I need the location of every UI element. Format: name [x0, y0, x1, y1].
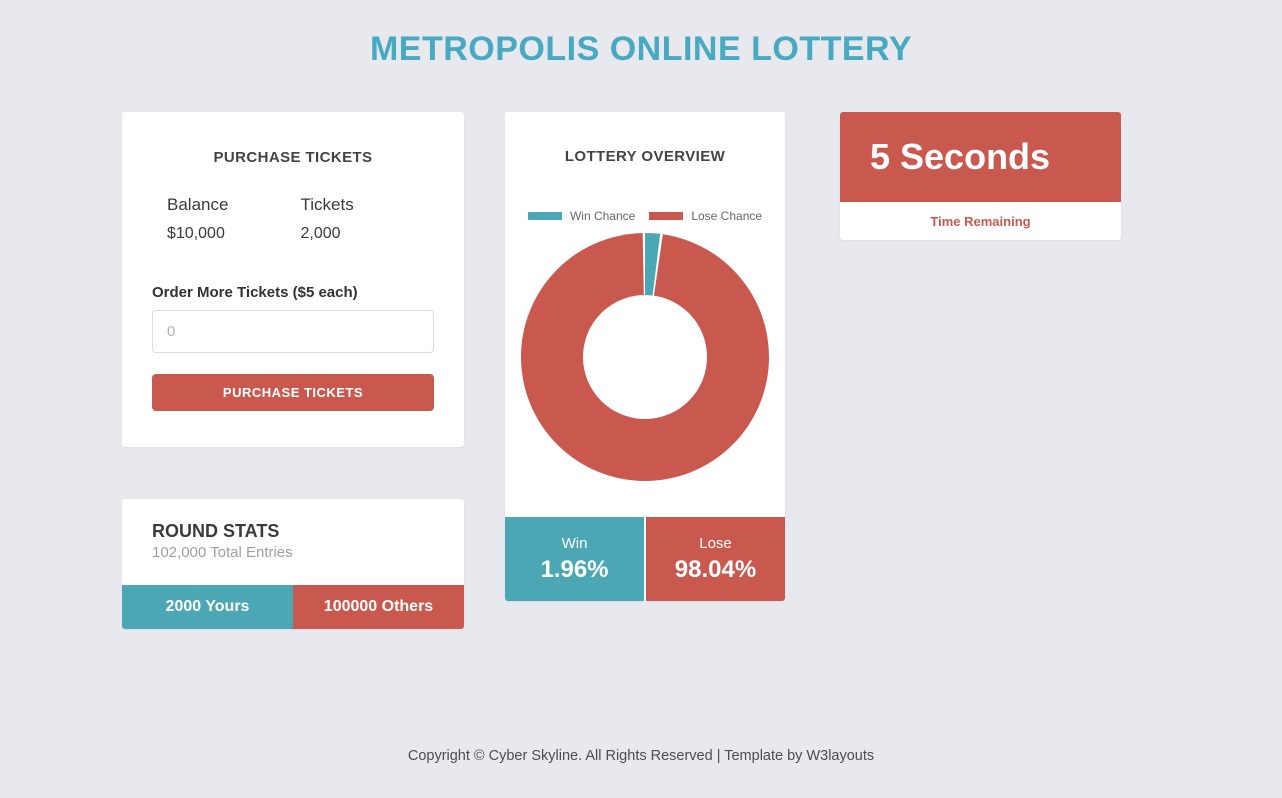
purchase-tickets-card: PURCHASE TICKETS Balance $10,000 Tickets… [122, 112, 464, 447]
tickets-stat: Tickets 2,000 [301, 195, 435, 243]
win-lose-summary: Win 1.96% Lose 98.04% [505, 517, 785, 601]
balance-stat: Balance $10,000 [167, 195, 301, 243]
timer-card: 5 Seconds Time Remaining [840, 112, 1121, 240]
legend-item-lose-chance: Lose Chance [649, 209, 762, 223]
time-remaining-label: Time Remaining [930, 213, 1031, 229]
yours-entries-segment: 2000 Yours [122, 585, 293, 629]
lose-percentage: 98.04% [674, 555, 757, 583]
balance-label: Balance [167, 195, 229, 214]
lose-summary-block: Lose 98.04% [646, 517, 785, 601]
purchase-card-heading: PURCHASE TICKETS [213, 149, 373, 166]
timer-banner: 5 Seconds [840, 112, 1121, 202]
tickets-label: Tickets [300, 195, 354, 214]
overview-card-heading: LOTTERY OVERVIEW [564, 148, 726, 165]
balance-value: $10,000 [167, 225, 225, 242]
timer-value: 5 Seconds [870, 136, 1051, 177]
lottery-overview-card: LOTTERY OVERVIEW Win Chance Lose Chance … [505, 112, 785, 601]
others-entries-segment: 100000 Others [293, 585, 464, 629]
tickets-value: 2,000 [300, 225, 341, 242]
purchase-tickets-button[interactable]: PURCHASE TICKETS [152, 374, 434, 411]
win-label: Win [561, 534, 588, 552]
win-summary-block: Win 1.96% [505, 517, 644, 601]
entries-bar: 2000 Yours 100000 Others [122, 585, 464, 629]
donut-chart [520, 232, 770, 482]
lose-chance-swatch [649, 212, 684, 220]
chart-legend: Win Chance Lose Chance [505, 209, 785, 223]
lose-chance-label: Lose Chance [691, 209, 763, 223]
total-entries-label: 102,000 Total Entries [152, 544, 293, 561]
order-more-tickets-label: Order More Tickets ($5 each) [152, 284, 358, 301]
donut-chart-svg [521, 233, 769, 481]
win-chance-swatch [527, 212, 562, 220]
copyright-footer: Copyright © Cyber Skyline. All Rights Re… [407, 748, 875, 764]
lose-label: Lose [699, 534, 732, 552]
win-percentage: 1.96% [540, 555, 609, 583]
round-stats-card: ROUND STATS 102,000 Total Entries 2000 Y… [122, 499, 464, 629]
round-stats-heading: ROUND STATS [152, 521, 280, 541]
ticket-quantity-input[interactable] [152, 310, 434, 353]
legend-item-win-chance: Win Chance [527, 209, 636, 223]
balance-tickets-row: Balance $10,000 Tickets 2,000 [167, 195, 434, 243]
page-title: METROPOLIS ONLINE LOTTERY [369, 30, 913, 68]
donut-win-segment [521, 233, 769, 481]
win-chance-label: Win Chance [569, 209, 636, 223]
